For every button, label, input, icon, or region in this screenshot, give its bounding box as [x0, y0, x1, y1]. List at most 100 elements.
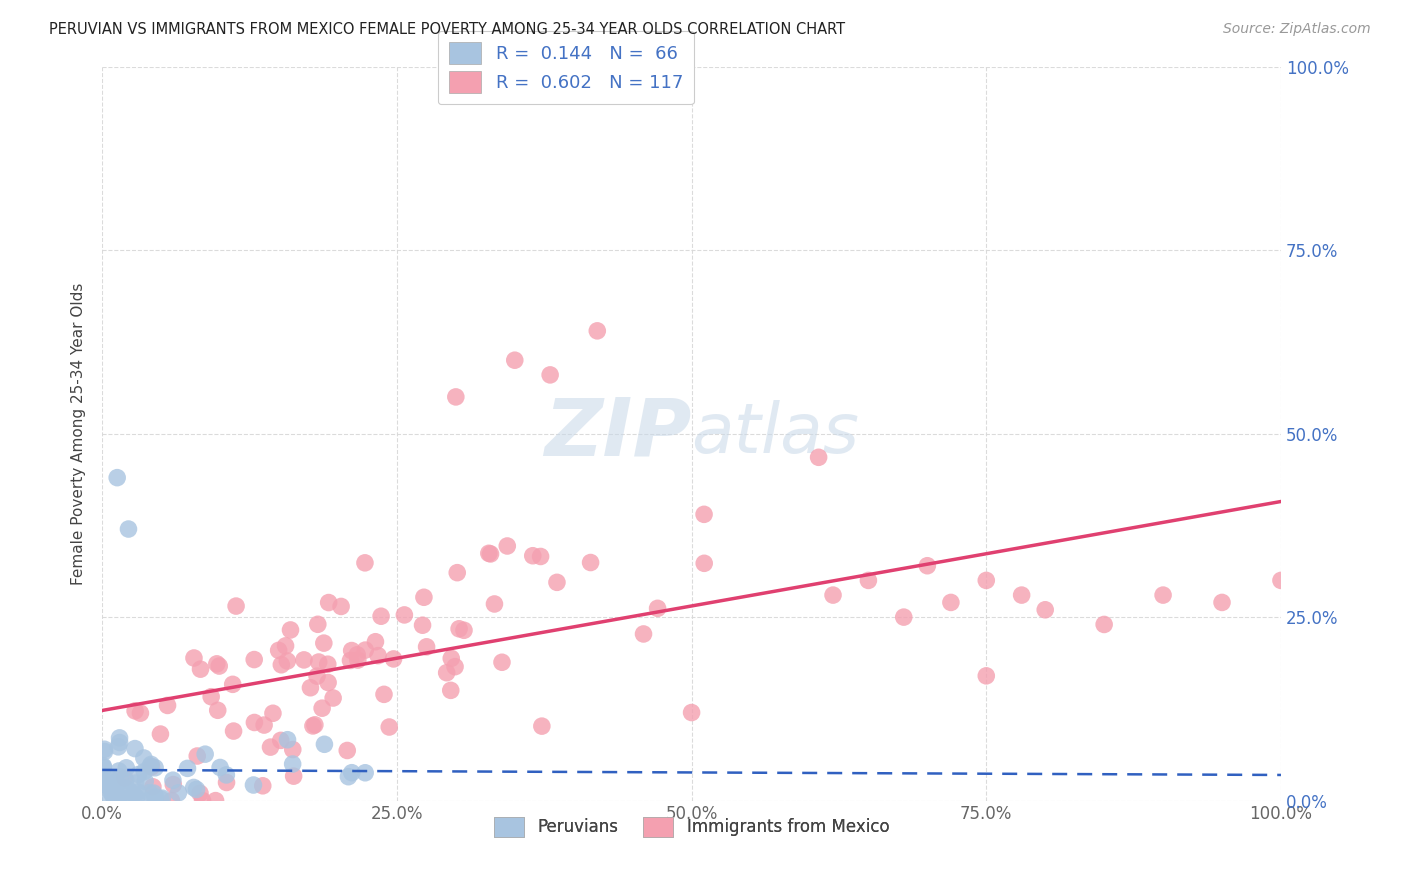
Point [127, 767, 149, 781]
Point [586, 324, 609, 338]
Point [103, 791, 125, 805]
Point [821, 588, 844, 602]
Point [299, 681, 322, 695]
Point [100, 780, 122, 795]
Point [346, 648, 368, 662]
Point [974, 669, 997, 683]
Point [160, 794, 183, 808]
Point [96, 775, 118, 789]
Point [105, 470, 128, 484]
Point [93, 760, 115, 774]
Point [529, 549, 551, 564]
Point [339, 653, 361, 667]
Point [491, 655, 513, 669]
Point [191, 794, 214, 808]
Point [307, 669, 329, 683]
Point [280, 623, 302, 637]
Point [132, 751, 155, 765]
Point [364, 634, 387, 648]
Point [105, 789, 128, 803]
Point [415, 640, 437, 654]
Point [124, 776, 146, 790]
Point [276, 654, 298, 668]
Point [142, 780, 165, 794]
Point [117, 522, 139, 536]
Point [114, 773, 136, 788]
Point [134, 764, 156, 779]
Point [186, 782, 208, 797]
Point [449, 622, 471, 636]
Point [314, 737, 336, 751]
Point [322, 691, 344, 706]
Point [647, 601, 669, 615]
Point [188, 786, 211, 800]
Point [162, 778, 184, 792]
Point [143, 761, 166, 775]
Point [858, 574, 880, 588]
Point [93, 742, 115, 756]
Point [156, 698, 179, 713]
Point [330, 599, 353, 614]
Point [222, 677, 245, 691]
Point [440, 683, 463, 698]
Point [479, 547, 502, 561]
Point [446, 566, 468, 580]
Point [183, 780, 205, 795]
Point [478, 546, 501, 560]
Point [125, 790, 148, 805]
Point [91, 759, 114, 773]
Point [633, 627, 655, 641]
Point [186, 749, 208, 764]
Point [149, 727, 172, 741]
Point [412, 618, 434, 632]
Point [194, 747, 217, 761]
Point [283, 769, 305, 783]
Point [382, 652, 405, 666]
Point [108, 789, 131, 804]
Point [436, 665, 458, 680]
Point [141, 760, 163, 774]
Point [183, 651, 205, 665]
Point [312, 636, 335, 650]
Point [340, 765, 363, 780]
Point [276, 732, 298, 747]
Point [917, 558, 939, 573]
Point [129, 706, 152, 720]
Point [108, 764, 131, 778]
Point [114, 771, 136, 785]
Point [893, 610, 915, 624]
Point [530, 719, 553, 733]
Point [104, 787, 127, 801]
Point [204, 794, 226, 808]
Point [121, 792, 143, 806]
Point [93, 777, 115, 791]
Point [579, 556, 602, 570]
Point [100, 777, 122, 791]
Point [138, 793, 160, 807]
Point [104, 783, 127, 797]
Text: Source: ZipAtlas.com: Source: ZipAtlas.com [1223, 22, 1371, 37]
Point [150, 791, 173, 805]
Point [522, 549, 544, 563]
Point [281, 757, 304, 772]
Text: atlas: atlas [692, 401, 859, 467]
Point [200, 690, 222, 704]
Point [124, 704, 146, 718]
Point [337, 770, 360, 784]
Point [681, 706, 703, 720]
Point [373, 687, 395, 701]
Point [503, 353, 526, 368]
Point [207, 703, 229, 717]
Point [807, 450, 830, 465]
Point [378, 720, 401, 734]
Point [484, 597, 506, 611]
Point [243, 715, 266, 730]
Point [1211, 595, 1233, 609]
Point [149, 792, 172, 806]
Point [122, 787, 145, 801]
Point [413, 591, 436, 605]
Point [215, 775, 238, 789]
Point [208, 659, 231, 673]
Point [347, 653, 370, 667]
Point [311, 701, 333, 715]
